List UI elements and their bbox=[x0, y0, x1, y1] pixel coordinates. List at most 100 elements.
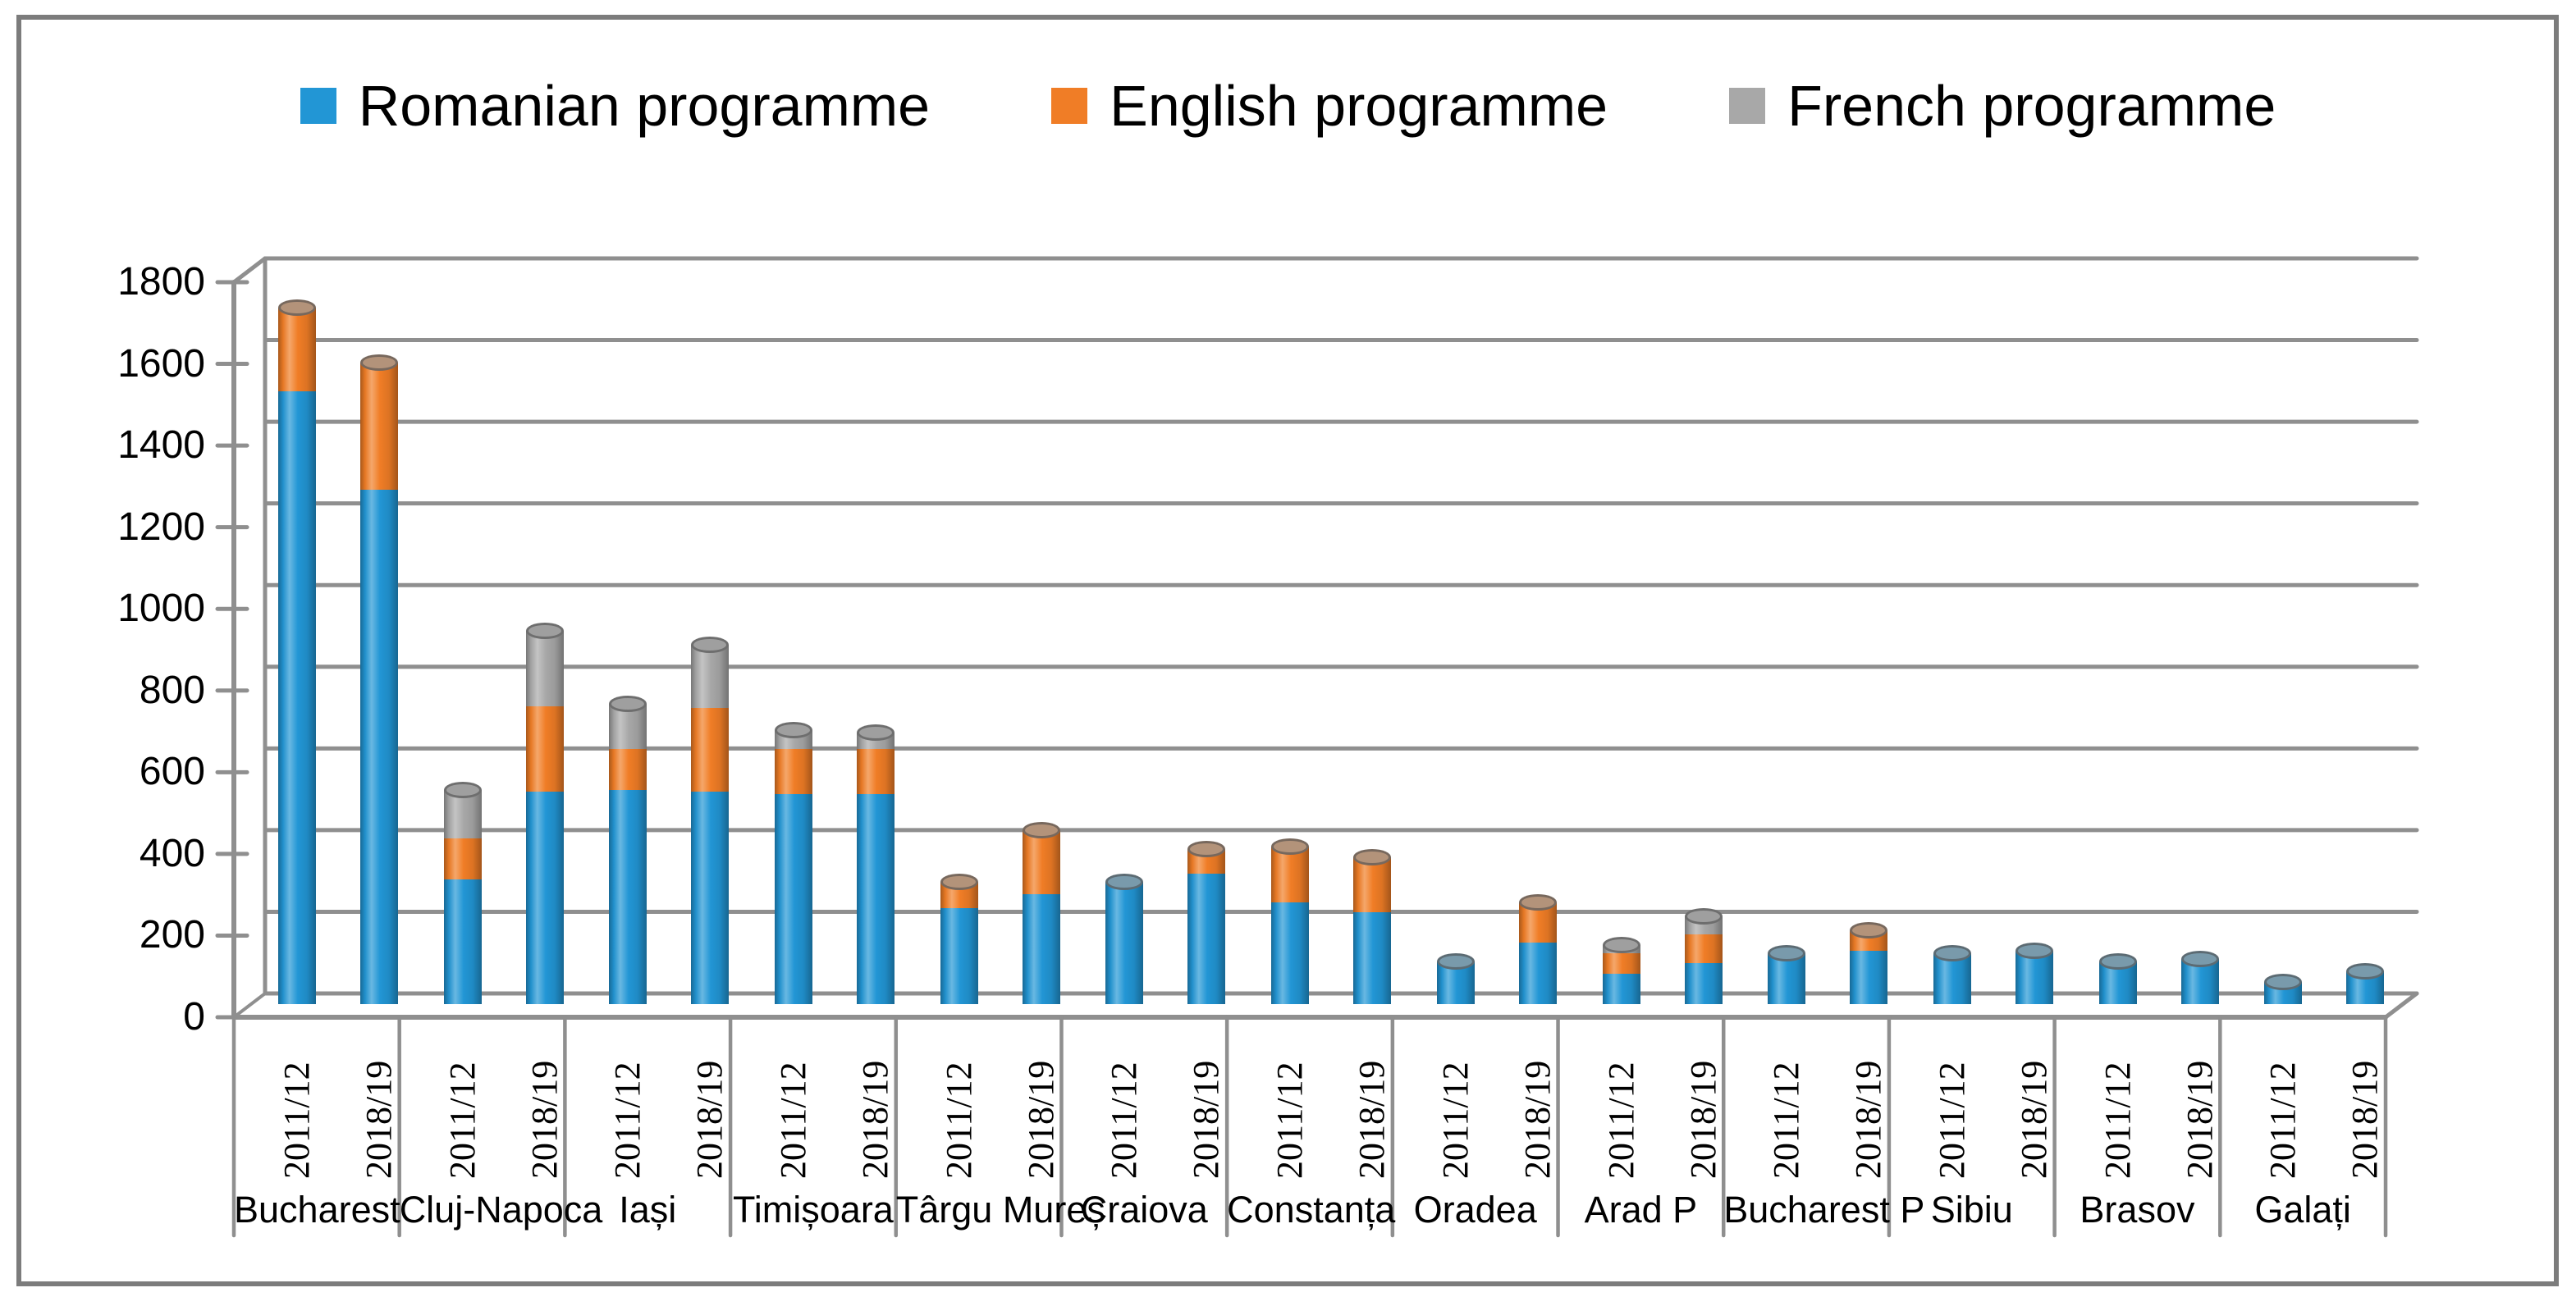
year-label: 2018/19 bbox=[359, 1060, 399, 1179]
bar-segment bbox=[1022, 893, 1060, 1004]
year-label: 2011/12 bbox=[1104, 1062, 1145, 1179]
chart-legend: Romanian programme English programme Fre… bbox=[0, 77, 2576, 135]
bar-cap-icon bbox=[525, 622, 564, 639]
legend-swatch-english-icon bbox=[1051, 88, 1088, 124]
bar-segment bbox=[691, 644, 730, 709]
legend-item-romanian: Romanian programme bbox=[300, 77, 930, 135]
figure-border bbox=[16, 15, 2559, 1286]
bar-segment bbox=[525, 706, 564, 792]
legend-swatch-romanian-icon bbox=[300, 88, 336, 124]
bar-segment bbox=[1518, 943, 1557, 1004]
bar-cap-icon bbox=[1353, 848, 1392, 865]
bar-segment bbox=[1933, 952, 1971, 1004]
bar-cap-icon bbox=[1022, 822, 1060, 839]
year-label: 2018/19 bbox=[1682, 1060, 1723, 1179]
bar-cap-icon bbox=[775, 722, 813, 739]
bar-segment bbox=[609, 789, 647, 1004]
bar-segment bbox=[1602, 952, 1640, 974]
bar-segment bbox=[1271, 847, 1310, 902]
bar-segment bbox=[691, 792, 730, 1004]
bar-segment bbox=[360, 363, 398, 490]
city-label: Iași bbox=[619, 1189, 677, 1231]
bar-cap-icon bbox=[1768, 944, 1806, 961]
bar-segment bbox=[1022, 830, 1060, 894]
legend-item-english: English programme bbox=[1051, 77, 1608, 135]
city-label: Bucharest bbox=[234, 1189, 400, 1231]
legend-label-french: French programme bbox=[1787, 74, 2276, 138]
year-label: 2011/12 bbox=[442, 1062, 483, 1179]
bar-cap-icon bbox=[1105, 873, 1144, 890]
year-label: 2011/12 bbox=[1270, 1062, 1311, 1179]
bar-cap-icon bbox=[609, 696, 647, 713]
year-label: 2018/19 bbox=[2179, 1060, 2220, 1179]
bar-segment bbox=[691, 708, 730, 792]
year-label: 2018/19 bbox=[2345, 1060, 2386, 1179]
y-tick-label: 1800 bbox=[117, 260, 205, 304]
year-label: 2018/19 bbox=[855, 1060, 896, 1179]
year-label: 2011/12 bbox=[2263, 1062, 2304, 1179]
year-label: 2011/12 bbox=[1931, 1062, 1972, 1179]
bar-segment bbox=[278, 391, 316, 1004]
bar-cap-icon bbox=[1684, 907, 1723, 925]
city-label: Cluj-Napoca bbox=[399, 1189, 603, 1231]
bar-cap-icon bbox=[360, 354, 398, 372]
bar-cap-icon bbox=[1850, 922, 1888, 939]
y-tick-label: 200 bbox=[139, 913, 205, 957]
year-label: 2018/19 bbox=[1186, 1060, 1227, 1179]
y-tick-label: 1400 bbox=[117, 423, 205, 468]
year-label: 2018/19 bbox=[1848, 1060, 1889, 1179]
bar-segment bbox=[1353, 856, 1392, 912]
y-tick-label: 1600 bbox=[117, 341, 205, 386]
y-tick-label: 1000 bbox=[117, 587, 205, 631]
bar-cap-icon bbox=[278, 299, 316, 317]
bottom-left-bevel bbox=[232, 992, 267, 1019]
bar-cap-icon bbox=[1933, 944, 1971, 961]
year-label: 2011/12 bbox=[938, 1062, 979, 1179]
bar-cap-icon bbox=[1518, 893, 1557, 911]
bar-segment bbox=[443, 838, 482, 880]
bar-segment bbox=[525, 792, 564, 1004]
legend-label-romanian: Romanian programme bbox=[358, 74, 931, 138]
year-label: 2011/12 bbox=[1434, 1062, 1476, 1179]
y-tick-label: 800 bbox=[139, 668, 205, 712]
y-tick-label: 600 bbox=[139, 750, 205, 794]
city-label: Constanța bbox=[1227, 1189, 1396, 1231]
bar-cap-icon bbox=[2346, 963, 2385, 980]
bar-segment bbox=[775, 793, 813, 1004]
bar-cap-icon bbox=[691, 636, 730, 653]
year-label: 2011/12 bbox=[607, 1062, 648, 1179]
year-label: 2011/12 bbox=[2097, 1062, 2138, 1179]
bar-segment bbox=[940, 908, 978, 1004]
bar-segment bbox=[1684, 963, 1723, 1004]
year-label: 2011/12 bbox=[277, 1062, 317, 1179]
bar-segment bbox=[1684, 934, 1723, 964]
city-label: Timișoara bbox=[732, 1189, 894, 1231]
bar-cap-icon bbox=[2098, 952, 2137, 970]
year-label: 2018/19 bbox=[1020, 1060, 1061, 1179]
top-left-bevel bbox=[231, 256, 268, 285]
bar-segment bbox=[609, 748, 647, 790]
legend-label-english: English programme bbox=[1110, 74, 1608, 138]
bar-cap-icon bbox=[857, 724, 895, 741]
year-label: 2011/12 bbox=[1766, 1062, 1807, 1179]
bar-segment bbox=[857, 748, 895, 794]
floor-right-edge bbox=[2383, 991, 2419, 1020]
year-label: 2018/19 bbox=[689, 1060, 730, 1179]
bar-segment bbox=[1353, 912, 1392, 1004]
bar-segment bbox=[278, 308, 316, 392]
year-label: 2018/19 bbox=[2013, 1060, 2054, 1179]
city-label: Arad P bbox=[1584, 1189, 1698, 1231]
bar-segment bbox=[775, 748, 813, 794]
city-label: Brasov bbox=[2080, 1189, 2195, 1231]
year-label: 2018/19 bbox=[1517, 1060, 1558, 1179]
bar-cap-icon bbox=[2015, 943, 2053, 960]
bar-segment bbox=[1187, 873, 1226, 1004]
bar-cap-icon bbox=[940, 873, 978, 890]
bar-segment bbox=[525, 630, 564, 706]
bar-segment bbox=[857, 793, 895, 1004]
bar-cap-icon bbox=[1436, 952, 1475, 970]
city-label: Galați bbox=[2254, 1189, 2351, 1231]
city-label: Târgu Mureș bbox=[895, 1189, 1105, 1231]
